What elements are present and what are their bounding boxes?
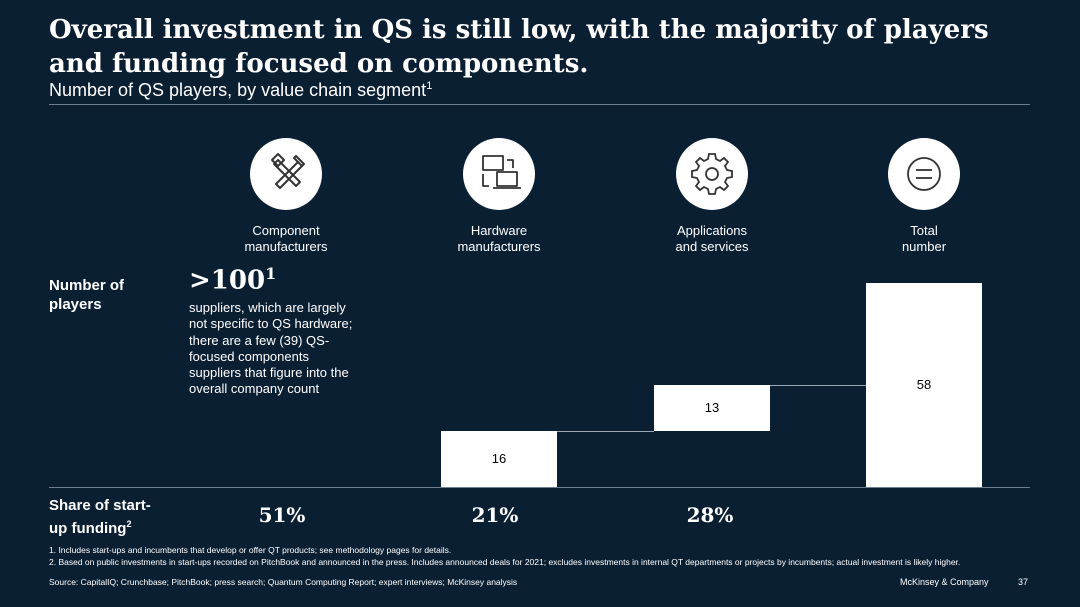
column-label-components: Component manufacturers [206, 223, 366, 255]
column-label-line: Total [910, 223, 938, 238]
column-label-line: number [901, 239, 947, 254]
column-label-total: Total number [844, 223, 1004, 255]
component-description: suppliers, which are largely not specifi… [189, 300, 353, 397]
bar-1 [654, 384, 770, 431]
column-label-line: Component [252, 223, 320, 238]
bar-value-label: 16 [491, 450, 507, 466]
row-label-line: Number of [49, 277, 124, 294]
brand-name: McKinsey & Company [900, 577, 989, 587]
page-subtitle: Number of QS players, by value chain seg… [49, 80, 432, 101]
gear-icon [676, 138, 748, 210]
page-number: 37 [1018, 577, 1029, 587]
column-label-line: manufacturers [244, 239, 328, 254]
column-label-line: Hardware [470, 223, 528, 238]
column-label-line: manufacturers [457, 239, 541, 254]
header-rule [49, 104, 1030, 105]
funding-share-hardware: 21% [471, 503, 519, 527]
row-label-line: up funding2 [49, 515, 151, 538]
funding-share-applications: 28% [686, 503, 734, 527]
subtitle-text: Number of QS players, by value chain seg… [49, 80, 427, 100]
component-count: >1001 [189, 264, 276, 296]
row-label-footnote-marker: 2 [126, 519, 132, 529]
hammer-wrench-icon [250, 138, 322, 210]
chart-baseline [49, 487, 1030, 488]
funding-share-components: 51% [258, 503, 306, 527]
hardware-devices-icon [463, 138, 535, 210]
footnote-2: 2. Based on public investments in start-… [49, 557, 961, 567]
bar-2 [866, 282, 982, 487]
row-label-line: Share of start- [49, 497, 151, 514]
row-label-text: up funding [49, 520, 127, 537]
subtitle-footnote-marker: 1 [426, 80, 433, 92]
column-label-line: Applications [676, 223, 748, 238]
row-label-line: players [49, 296, 102, 313]
row-label-players: Number of players [49, 276, 124, 314]
row-label-funding: Share of start- up funding2 [49, 496, 151, 538]
bar-value-label: 58 [916, 376, 932, 392]
connector-line [770, 384, 866, 386]
component-count-footnote-marker: 1 [265, 264, 277, 283]
column-label-hardware: Hardware manufacturers [419, 223, 579, 255]
footnote-1: 1. Includes start-ups and incumbents tha… [49, 545, 452, 555]
column-label-applications: Applications and services [632, 223, 792, 255]
page-title: Overall investment in QS is still low, w… [49, 15, 989, 79]
source-note: Source: CapitalIQ; Crunchbase; PitchBook… [49, 577, 518, 587]
bar-value-label: 13 [704, 399, 720, 415]
connector-line [557, 430, 654, 432]
column-label-line: and services [675, 239, 749, 254]
component-count-value: >100 [189, 265, 266, 296]
equals-icon [888, 138, 960, 210]
bar-0 [441, 430, 557, 487]
